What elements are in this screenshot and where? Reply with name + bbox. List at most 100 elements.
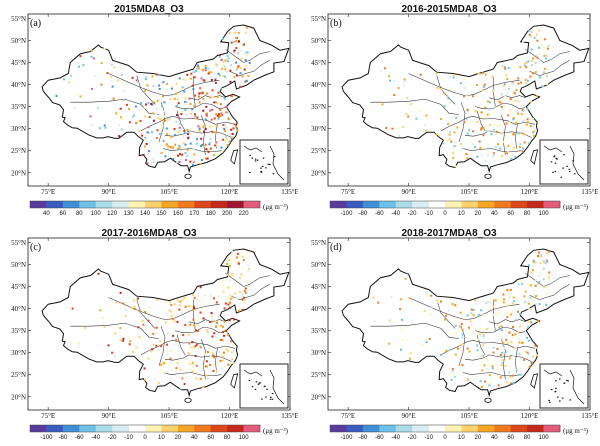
station-dot bbox=[219, 86, 222, 89]
station-dot bbox=[172, 334, 175, 337]
station-dot bbox=[185, 132, 188, 134]
station-dot bbox=[498, 326, 501, 329]
station-dot bbox=[521, 341, 524, 344]
station-dot bbox=[211, 130, 214, 133]
station-dot bbox=[173, 156, 176, 159]
station-dot bbox=[151, 75, 154, 78]
station-dot bbox=[469, 329, 471, 332]
station-dot bbox=[506, 304, 509, 307]
station-dot bbox=[217, 295, 220, 298]
station-dot bbox=[189, 142, 192, 145]
station-dot bbox=[175, 121, 178, 123]
station-dot bbox=[220, 58, 223, 61]
station-dot bbox=[443, 92, 445, 95]
colorbar-swatch bbox=[227, 201, 244, 208]
station-dot bbox=[124, 314, 127, 317]
station-dot bbox=[227, 363, 230, 366]
station-dot bbox=[535, 279, 537, 282]
station-dot bbox=[201, 69, 204, 72]
lat-tick-label: 55°N bbox=[311, 15, 326, 23]
station-dot bbox=[539, 272, 542, 275]
station-dot bbox=[528, 33, 531, 36]
station-dot bbox=[519, 279, 522, 282]
station-dot bbox=[509, 288, 512, 291]
station-dot bbox=[488, 162, 491, 165]
station-dot bbox=[503, 83, 506, 86]
station-dot bbox=[455, 116, 458, 119]
station-dot bbox=[454, 324, 457, 327]
lat-tick-label: 45°N bbox=[11, 283, 26, 291]
station-dot bbox=[196, 138, 198, 141]
colorbar-border bbox=[329, 424, 561, 433]
station-dot bbox=[144, 89, 147, 92]
station-dot bbox=[506, 316, 509, 319]
station-dot bbox=[453, 131, 456, 134]
station-dot bbox=[524, 300, 527, 303]
province-boundary bbox=[408, 73, 520, 96]
colorbar-tick-label: 200 bbox=[222, 211, 233, 217]
lon-tick-label: 135°E bbox=[281, 188, 298, 196]
inset-island bbox=[568, 168, 571, 170]
station-dot bbox=[143, 367, 146, 370]
station-dot bbox=[529, 284, 532, 287]
station-dot bbox=[202, 317, 205, 320]
station-dot bbox=[445, 349, 448, 352]
station-dot bbox=[97, 272, 100, 275]
colorbar-tick-label: -100 bbox=[340, 435, 353, 441]
inset-island bbox=[568, 170, 571, 172]
station-dot bbox=[189, 160, 192, 163]
province-boundary bbox=[529, 60, 570, 76]
station-dot bbox=[461, 328, 464, 331]
colorbar-swatch bbox=[161, 425, 179, 432]
station-dot bbox=[494, 106, 497, 108]
station-dot bbox=[480, 354, 483, 357]
station-dot bbox=[501, 338, 504, 341]
station-dot bbox=[212, 352, 214, 355]
lon-tick-label: 90°E bbox=[402, 412, 416, 420]
colorbar-tick-label: -40 bbox=[391, 435, 400, 441]
station-dot bbox=[221, 367, 223, 370]
station-dot bbox=[507, 144, 510, 147]
station-dot bbox=[494, 146, 497, 149]
station-dot bbox=[501, 362, 504, 365]
station-dot bbox=[122, 302, 125, 305]
province-boundary bbox=[136, 75, 156, 105]
station-dot bbox=[499, 147, 502, 150]
station-dot bbox=[454, 382, 457, 385]
station-dot bbox=[218, 54, 221, 57]
station-dot bbox=[184, 97, 187, 100]
station-dot bbox=[492, 305, 495, 308]
colorbar-swatch bbox=[145, 425, 162, 432]
station-dot bbox=[542, 71, 545, 74]
station-dot bbox=[504, 145, 507, 148]
station-dot bbox=[222, 351, 225, 354]
station-dot bbox=[244, 291, 247, 294]
station-dot bbox=[455, 332, 458, 335]
colorbar-tick-label: 120 bbox=[107, 211, 118, 217]
station-dot bbox=[405, 112, 408, 115]
station-dot bbox=[232, 50, 235, 53]
inset-island bbox=[265, 167, 267, 169]
inset-coastline bbox=[569, 369, 585, 405]
station-dot bbox=[214, 319, 217, 322]
station-dot bbox=[212, 363, 215, 366]
station-dot bbox=[55, 94, 58, 97]
station-dot bbox=[148, 116, 151, 119]
province-boundary bbox=[501, 115, 506, 156]
station-dot bbox=[174, 143, 177, 146]
station-dot bbox=[523, 62, 526, 65]
province-boundary bbox=[370, 98, 460, 115]
station-dot bbox=[239, 276, 242, 279]
station-dot bbox=[488, 374, 491, 377]
station-dot bbox=[92, 57, 95, 60]
station-dot bbox=[501, 359, 504, 361]
station-dot bbox=[499, 376, 502, 379]
station-dot bbox=[508, 121, 511, 124]
station-dot bbox=[514, 100, 517, 103]
station-dot bbox=[231, 351, 233, 354]
station-dot bbox=[400, 348, 402, 351]
station-dot bbox=[170, 314, 173, 317]
station-dot bbox=[166, 82, 169, 85]
station-dot bbox=[500, 364, 503, 366]
station-dot bbox=[221, 67, 224, 70]
